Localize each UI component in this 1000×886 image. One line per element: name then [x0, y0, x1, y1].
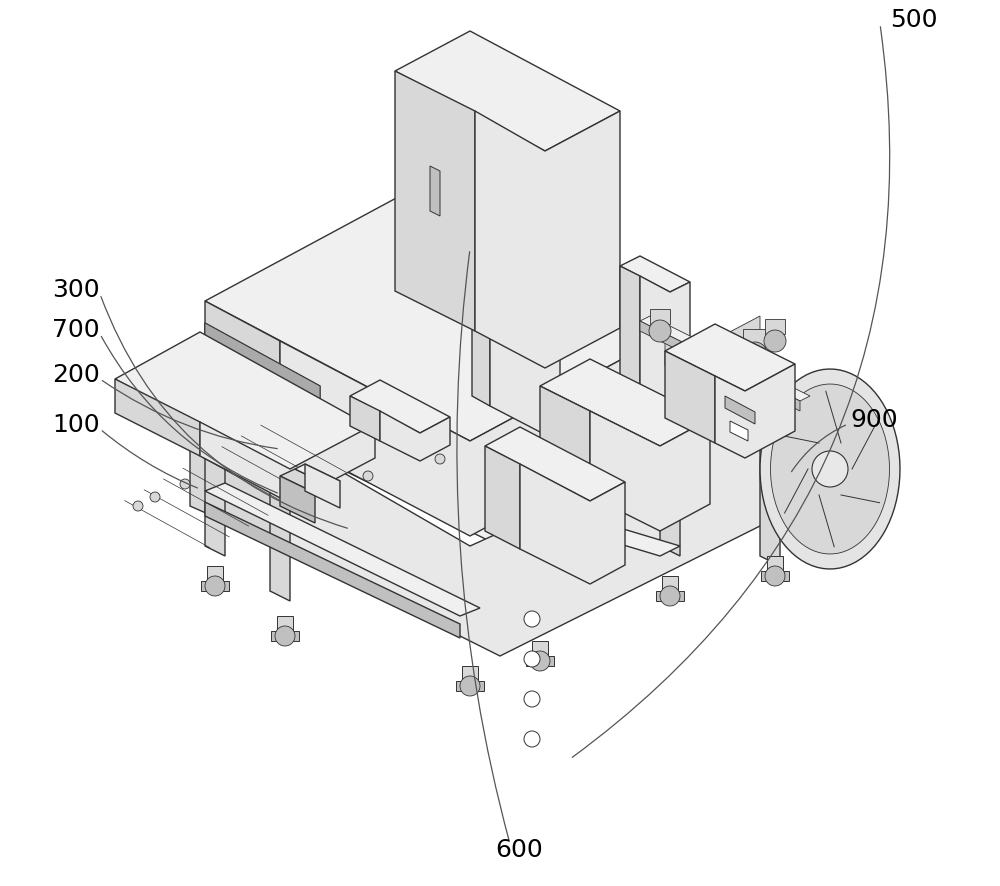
Polygon shape: [743, 330, 767, 347]
Polygon shape: [590, 411, 710, 532]
Polygon shape: [490, 337, 560, 433]
Polygon shape: [760, 369, 900, 570]
Polygon shape: [688, 339, 712, 358]
Circle shape: [435, 455, 445, 464]
Polygon shape: [460, 346, 480, 507]
Polygon shape: [532, 641, 548, 657]
Polygon shape: [540, 386, 590, 496]
Circle shape: [363, 471, 373, 481]
Circle shape: [205, 577, 225, 596]
Polygon shape: [270, 441, 290, 602]
Circle shape: [524, 691, 540, 707]
Polygon shape: [280, 407, 780, 657]
Polygon shape: [277, 617, 293, 632]
Polygon shape: [462, 666, 478, 681]
Polygon shape: [665, 324, 795, 392]
Polygon shape: [730, 422, 748, 441]
Text: 600: 600: [495, 837, 543, 861]
Polygon shape: [761, 571, 789, 581]
Polygon shape: [456, 681, 484, 691]
Polygon shape: [540, 360, 710, 447]
Polygon shape: [472, 316, 560, 364]
Polygon shape: [205, 323, 320, 420]
Polygon shape: [656, 591, 684, 602]
Circle shape: [649, 321, 671, 343]
Circle shape: [660, 587, 680, 606]
Text: 300: 300: [52, 277, 100, 301]
Polygon shape: [280, 337, 665, 536]
Text: 100: 100: [52, 413, 100, 437]
Circle shape: [688, 353, 712, 377]
Polygon shape: [205, 502, 460, 638]
Polygon shape: [665, 316, 760, 378]
Polygon shape: [190, 397, 280, 547]
Polygon shape: [305, 464, 340, 509]
Circle shape: [524, 731, 540, 747]
Polygon shape: [190, 257, 780, 547]
Circle shape: [150, 493, 160, 502]
Polygon shape: [520, 464, 625, 585]
Polygon shape: [350, 397, 380, 441]
Circle shape: [133, 501, 143, 511]
Circle shape: [765, 566, 785, 587]
Polygon shape: [115, 379, 200, 456]
Text: 700: 700: [52, 318, 100, 342]
Polygon shape: [115, 332, 375, 477]
Polygon shape: [205, 397, 225, 556]
Polygon shape: [767, 556, 783, 571]
Polygon shape: [271, 632, 299, 641]
Polygon shape: [650, 309, 670, 324]
Polygon shape: [295, 464, 340, 486]
Polygon shape: [660, 377, 680, 556]
Polygon shape: [526, 657, 554, 666]
Circle shape: [530, 651, 550, 672]
Polygon shape: [640, 316, 810, 401]
Polygon shape: [205, 484, 480, 617]
Circle shape: [524, 651, 540, 667]
Text: 500: 500: [890, 8, 938, 32]
Polygon shape: [485, 447, 520, 549]
Circle shape: [764, 330, 786, 353]
Polygon shape: [205, 301, 280, 437]
Circle shape: [275, 626, 295, 646]
Polygon shape: [620, 257, 690, 292]
Polygon shape: [205, 197, 665, 441]
Circle shape: [524, 611, 540, 627]
Polygon shape: [715, 364, 795, 458]
Polygon shape: [765, 320, 785, 335]
Polygon shape: [475, 112, 620, 369]
Polygon shape: [640, 276, 690, 411]
Circle shape: [180, 479, 190, 489]
Polygon shape: [207, 566, 223, 581]
Polygon shape: [201, 581, 229, 591]
Polygon shape: [430, 167, 440, 217]
Polygon shape: [725, 397, 755, 424]
Polygon shape: [662, 577, 678, 591]
Polygon shape: [200, 423, 375, 503]
Polygon shape: [640, 322, 800, 411]
Polygon shape: [280, 470, 330, 494]
Polygon shape: [620, 267, 640, 397]
Polygon shape: [665, 352, 715, 444]
Polygon shape: [350, 381, 450, 433]
Text: 200: 200: [52, 362, 100, 386]
Polygon shape: [395, 32, 620, 152]
Polygon shape: [395, 72, 475, 331]
Polygon shape: [485, 428, 625, 501]
Polygon shape: [380, 411, 450, 462]
Circle shape: [743, 343, 767, 367]
Polygon shape: [205, 323, 320, 407]
Polygon shape: [280, 477, 315, 524]
Polygon shape: [771, 385, 890, 555]
Circle shape: [812, 452, 848, 487]
Text: 900: 900: [850, 408, 898, 431]
Polygon shape: [472, 327, 490, 407]
Polygon shape: [760, 397, 780, 566]
Polygon shape: [460, 486, 680, 556]
Circle shape: [460, 676, 480, 696]
